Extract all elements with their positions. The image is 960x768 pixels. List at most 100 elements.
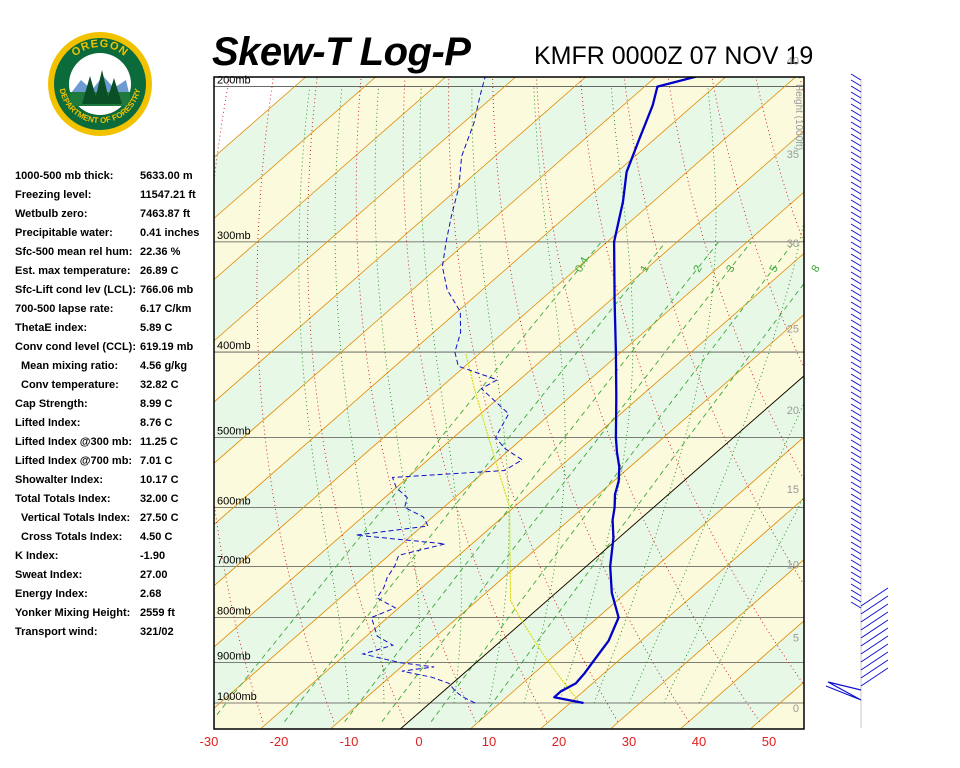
pressure-label: 200mb bbox=[217, 75, 251, 87]
index-row: Conv temperature: 32.82 C bbox=[15, 376, 215, 395]
wind-barb bbox=[850, 205, 862, 213]
index-label: Lifted Index @700 mb: bbox=[15, 455, 133, 467]
index-value: 7463.87 ft bbox=[140, 208, 191, 220]
index-label: Freezing level: bbox=[15, 189, 92, 201]
wind-barb bbox=[850, 91, 862, 99]
height-tick-label: 20 bbox=[787, 405, 799, 417]
temperature-band bbox=[214, 130, 804, 709]
wind-barb bbox=[850, 463, 862, 471]
wind-barb bbox=[850, 181, 862, 189]
pressure-label: 600mb bbox=[217, 495, 251, 507]
index-value: 8.76 C bbox=[140, 417, 173, 429]
mixing-ratio-label: 2 bbox=[691, 263, 704, 274]
wind-barb bbox=[850, 457, 862, 465]
index-row: K Index: -1.90 bbox=[15, 547, 215, 566]
index-row: Lifted Index @700 mb: 7.01 C bbox=[15, 452, 215, 471]
index-value: 32.00 C bbox=[140, 493, 179, 505]
wind-barb bbox=[860, 595, 889, 615]
index-row: Transport wind: 321/02 bbox=[15, 623, 215, 642]
index-row: Conv cond level (CCL): 619.19 mb bbox=[15, 338, 215, 357]
index-value: 2.68 bbox=[140, 588, 162, 600]
wind-barb bbox=[850, 337, 862, 345]
dry-adiabat bbox=[579, 77, 804, 686]
index-value: 0.41 inches bbox=[140, 227, 200, 239]
wind-barb bbox=[850, 379, 862, 387]
pressure-label: 900mb bbox=[217, 651, 251, 663]
index-value: 2559 ft bbox=[140, 607, 175, 619]
wind-barb bbox=[850, 547, 862, 555]
wind-barb bbox=[850, 511, 862, 519]
index-row: Wetbulb zero: 7463.87 ft bbox=[15, 205, 215, 224]
height-tick-label: 25 bbox=[787, 323, 799, 335]
index-label: Precipitable water: bbox=[15, 227, 113, 239]
wind-barb bbox=[850, 559, 862, 567]
pressure-label: 500mb bbox=[217, 426, 251, 438]
wind-barb bbox=[850, 253, 862, 261]
isotherm-line bbox=[330, 314, 804, 729]
wind-barb bbox=[850, 313, 862, 321]
dry-adiabat bbox=[820, 0, 960, 722]
index-label: Sweat Index: bbox=[15, 569, 83, 581]
index-value: 11.25 C bbox=[140, 436, 178, 448]
index-value: 8.99 C bbox=[140, 398, 173, 410]
wind-barb bbox=[850, 217, 862, 225]
index-row: 1000-500 mb thick: 5633.00 m bbox=[15, 167, 215, 186]
wind-barb bbox=[850, 193, 862, 201]
moist-adiabat bbox=[663, 401, 804, 704]
pressure-label: 300mb bbox=[217, 230, 251, 242]
height-tick-label: 35 bbox=[787, 149, 799, 161]
zero-isotherm-line bbox=[400, 375, 804, 729]
temperature-profile-line bbox=[553, 77, 697, 705]
station-time-label: KMFR 0000Z 07 NOV 19 bbox=[534, 42, 814, 70]
temperature-tick-label: 30 bbox=[622, 734, 636, 749]
stability-indices-list: 1000-500 mb thick: 5633.00 m Freezing leve… bbox=[15, 167, 215, 642]
height-tick-label: 5 bbox=[793, 633, 799, 645]
index-row: Showalter Index: 10.17 C bbox=[15, 471, 215, 490]
wind-barb bbox=[850, 85, 862, 93]
wind-barb bbox=[850, 499, 862, 507]
index-label: Conv temperature: bbox=[21, 379, 119, 391]
index-label: Wetbulb zero: bbox=[15, 208, 88, 220]
index-row: Sweat Index: 27.00 bbox=[15, 566, 215, 585]
isotherm-line bbox=[214, 77, 586, 403]
moist-adiabat bbox=[419, 86, 462, 704]
wind-barb bbox=[860, 643, 889, 663]
wind-barb bbox=[850, 133, 862, 141]
wind-barb bbox=[850, 481, 862, 489]
index-row: Yonker Mixing Height: 2559 ft bbox=[15, 604, 215, 623]
temperature-tick-label: 0 bbox=[415, 734, 422, 749]
index-value: 10.17 C bbox=[140, 474, 179, 486]
wind-barb bbox=[860, 635, 889, 655]
dry-adiabat bbox=[799, 77, 804, 96]
moist-adiabat bbox=[628, 219, 804, 704]
wind-barb bbox=[850, 271, 862, 279]
wind-barb bbox=[850, 235, 862, 243]
isotherm-line bbox=[214, 77, 446, 281]
wind-barb bbox=[850, 475, 862, 483]
wind-barb bbox=[860, 659, 889, 679]
wind-barb bbox=[850, 115, 862, 123]
index-label: Cap Strength: bbox=[15, 398, 88, 410]
height-tick-label: 30 bbox=[787, 238, 799, 250]
wind-barb bbox=[850, 265, 862, 273]
height-tick-label: 15 bbox=[787, 484, 799, 496]
wind-barb bbox=[860, 619, 889, 639]
height-axis-title: Height (1000ft) bbox=[793, 84, 804, 150]
wind-barb bbox=[850, 427, 862, 435]
temperature-tick-label: 40 bbox=[692, 734, 706, 749]
index-label: Sfc-Lift cond lev (LCL): bbox=[15, 284, 136, 296]
wind-barb bbox=[850, 283, 862, 291]
index-label: Sfc-500 mean rel hum: bbox=[15, 246, 133, 258]
index-label: Cross Totals Index: bbox=[21, 531, 123, 543]
wind-barb bbox=[850, 439, 862, 447]
index-value: 32.82 C bbox=[140, 379, 179, 391]
index-row: Precipitable water: 0.41 inches bbox=[15, 224, 215, 243]
index-row: Vertical Totals Index: 27.50 C bbox=[15, 509, 215, 528]
wind-barb bbox=[860, 611, 889, 631]
temperature-tick-label: -30 bbox=[200, 734, 219, 749]
wind-barb bbox=[850, 505, 862, 513]
index-label: Vertical Totals Index: bbox=[21, 512, 131, 524]
wind-barb bbox=[850, 151, 862, 159]
wind-barb bbox=[850, 157, 862, 165]
index-row: Freezing level: 11547.21 ft bbox=[15, 186, 215, 205]
